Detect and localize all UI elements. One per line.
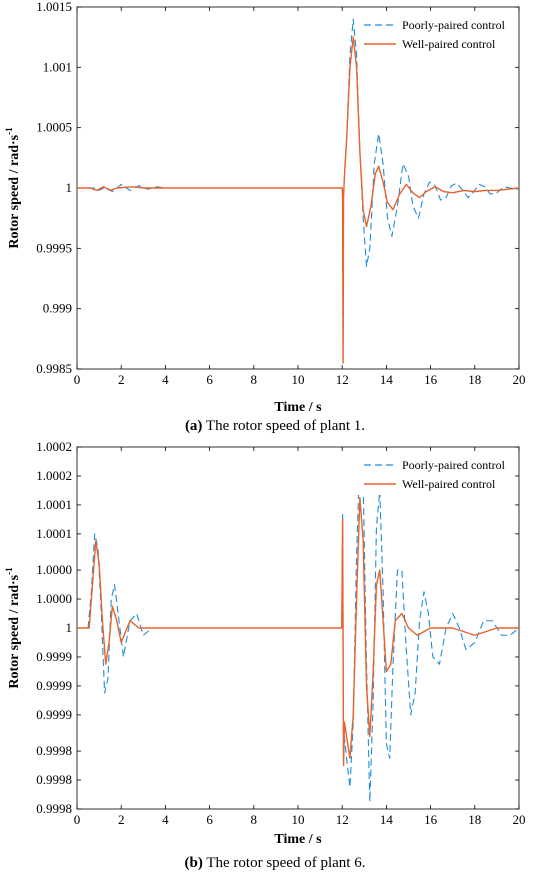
y-tick-label: 0.9999 <box>36 707 72 722</box>
y-tick-marks <box>77 446 519 810</box>
x-tick-label: 18 <box>468 372 481 387</box>
x-axis-title: Time / s <box>274 400 322 415</box>
x-tick-label: 14 <box>380 372 394 387</box>
y-tick-label: 1.0002 <box>36 468 72 483</box>
y-tick-label: 1.0002 <box>36 440 72 454</box>
x-tick-label: 16 <box>424 812 438 827</box>
x-tick-label: 0 <box>74 812 81 827</box>
y-tick-labels: 0.9985 0.999 0.9995 1 1.0005 1.001 1.0015 <box>36 0 72 376</box>
y-axis-title-main: Rotor speed / rad·s <box>7 134 22 248</box>
caption-b-prefix: (b) <box>184 855 203 871</box>
x-tick-label: 10 <box>292 372 305 387</box>
x-tick-label: 4 <box>162 812 169 827</box>
x-tick-label: 16 <box>424 372 438 387</box>
y-tick-label: 0.9998 <box>36 772 72 787</box>
x-tick-label: 8 <box>251 812 258 827</box>
y-tick-label: 0.9998 <box>36 801 72 816</box>
y-tick-label: 1.0000 <box>36 562 72 577</box>
y-tick-label: 0.9999 <box>36 678 72 693</box>
x-tick-label: 20 <box>513 372 526 387</box>
chart-b: 0 2 4 6 8 10 12 14 16 18 20 0.9998 0.9998 0.9999 1 1.0… <box>4 440 526 847</box>
y-tick-label: 1.0000 <box>36 591 72 606</box>
x-tick-label: 20 <box>513 812 526 827</box>
y-axis-title: Rotor speed / rad·s-1 <box>4 127 22 249</box>
y-tick-label: 0.9999 <box>36 649 72 664</box>
series-line-well-paired <box>77 36 520 364</box>
caption-a-prefix: (a) <box>184 418 203 434</box>
caption-b-text: The rotor speed of plant 6. <box>202 855 366 871</box>
legend: Poorly-paired control Well-paired contro… <box>358 453 514 495</box>
y-tick-label: 0.9995 <box>36 240 72 255</box>
x-tick-label: 2 <box>118 812 125 827</box>
x-tick-marks <box>76 447 520 809</box>
y-axis-title-main: Rotor speed / rad·s <box>7 574 22 688</box>
x-tick-labels: 0 2 4 6 8 10 12 14 16 18 20 <box>74 372 526 387</box>
y-tick-label: 1.001 <box>43 59 72 74</box>
series-line-well-paired <box>77 496 519 767</box>
legend-label-poorly-paired: Poorly-paired control <box>402 458 506 472</box>
legend-box <box>358 13 514 55</box>
y-tick-label: 0.9998 <box>36 743 72 758</box>
series-lines <box>77 18 520 364</box>
chart-a: 0 2 4 6 8 10 12 14 16 18 20 0.9985 0.999 0.9995 1 1.00… <box>4 0 526 415</box>
caption-a: (a) The rotor speed of plant 1. <box>0 418 550 435</box>
x-tick-labels: 0 2 4 6 8 10 12 14 16 18 20 <box>74 812 526 827</box>
x-tick-label: 14 <box>380 812 394 827</box>
x-tick-label: 12 <box>336 372 349 387</box>
y-axis-title-superscript: -1 <box>4 567 14 575</box>
x-tick-marks <box>76 7 520 369</box>
x-tick-label: 4 <box>162 372 169 387</box>
x-axis-title: Time / s <box>274 832 322 847</box>
x-tick-label: 0 <box>74 372 81 387</box>
y-tick-label: 1 <box>66 180 73 195</box>
series-lines <box>77 453 520 803</box>
x-tick-label: 6 <box>206 812 213 827</box>
legend-label-well-paired: Well-paired control <box>402 477 496 491</box>
y-tick-label: 0.9985 <box>36 361 72 376</box>
x-tick-label: 12 <box>336 812 349 827</box>
y-tick-label: 1.0015 <box>36 0 72 14</box>
x-tick-label: 8 <box>251 372 258 387</box>
legend: Poorly-paired control Well-paired contro… <box>358 13 514 55</box>
legend-box <box>358 453 514 495</box>
y-tick-label: 1 <box>66 620 73 635</box>
caption-a-text: The rotor speed of plant 1. <box>202 418 366 434</box>
legend-label-well-paired: Well-paired control <box>402 37 496 51</box>
x-tick-label: 18 <box>468 812 481 827</box>
y-axis-title-superscript: -1 <box>4 127 14 135</box>
y-tick-labels: 0.9998 0.9998 0.9999 1 1.0000 1.0001 1.0002 0.9… <box>36 440 72 816</box>
y-tick-label: 1.0001 <box>36 526 72 541</box>
x-tick-label: 2 <box>118 372 125 387</box>
legend-label-poorly-paired: Poorly-paired control <box>402 18 506 32</box>
y-tick-label: 1.0001 <box>36 497 72 512</box>
y-axis-title: Rotor speed / rad·s-1 <box>4 567 22 689</box>
y-tick-label: 0.999 <box>43 301 72 316</box>
y-tick-label: 1.0005 <box>36 120 72 135</box>
caption-b: (b) The rotor speed of plant 6. <box>0 855 550 872</box>
x-tick-label: 6 <box>206 372 213 387</box>
x-tick-label: 10 <box>292 812 305 827</box>
